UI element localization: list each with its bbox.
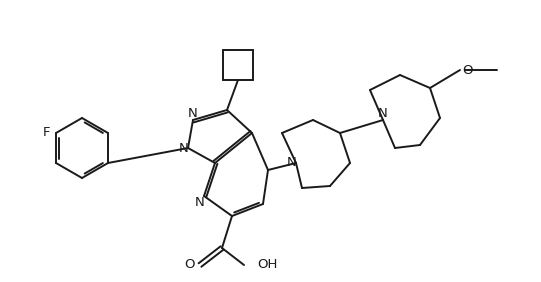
Text: O: O (184, 259, 195, 272)
Text: N: N (194, 196, 204, 209)
Text: F: F (43, 127, 50, 140)
Text: N: N (188, 107, 198, 120)
Text: N: N (286, 157, 296, 169)
Text: N: N (378, 107, 388, 120)
Text: OH: OH (257, 259, 278, 272)
Text: O: O (462, 63, 472, 76)
Text: N: N (178, 142, 188, 155)
